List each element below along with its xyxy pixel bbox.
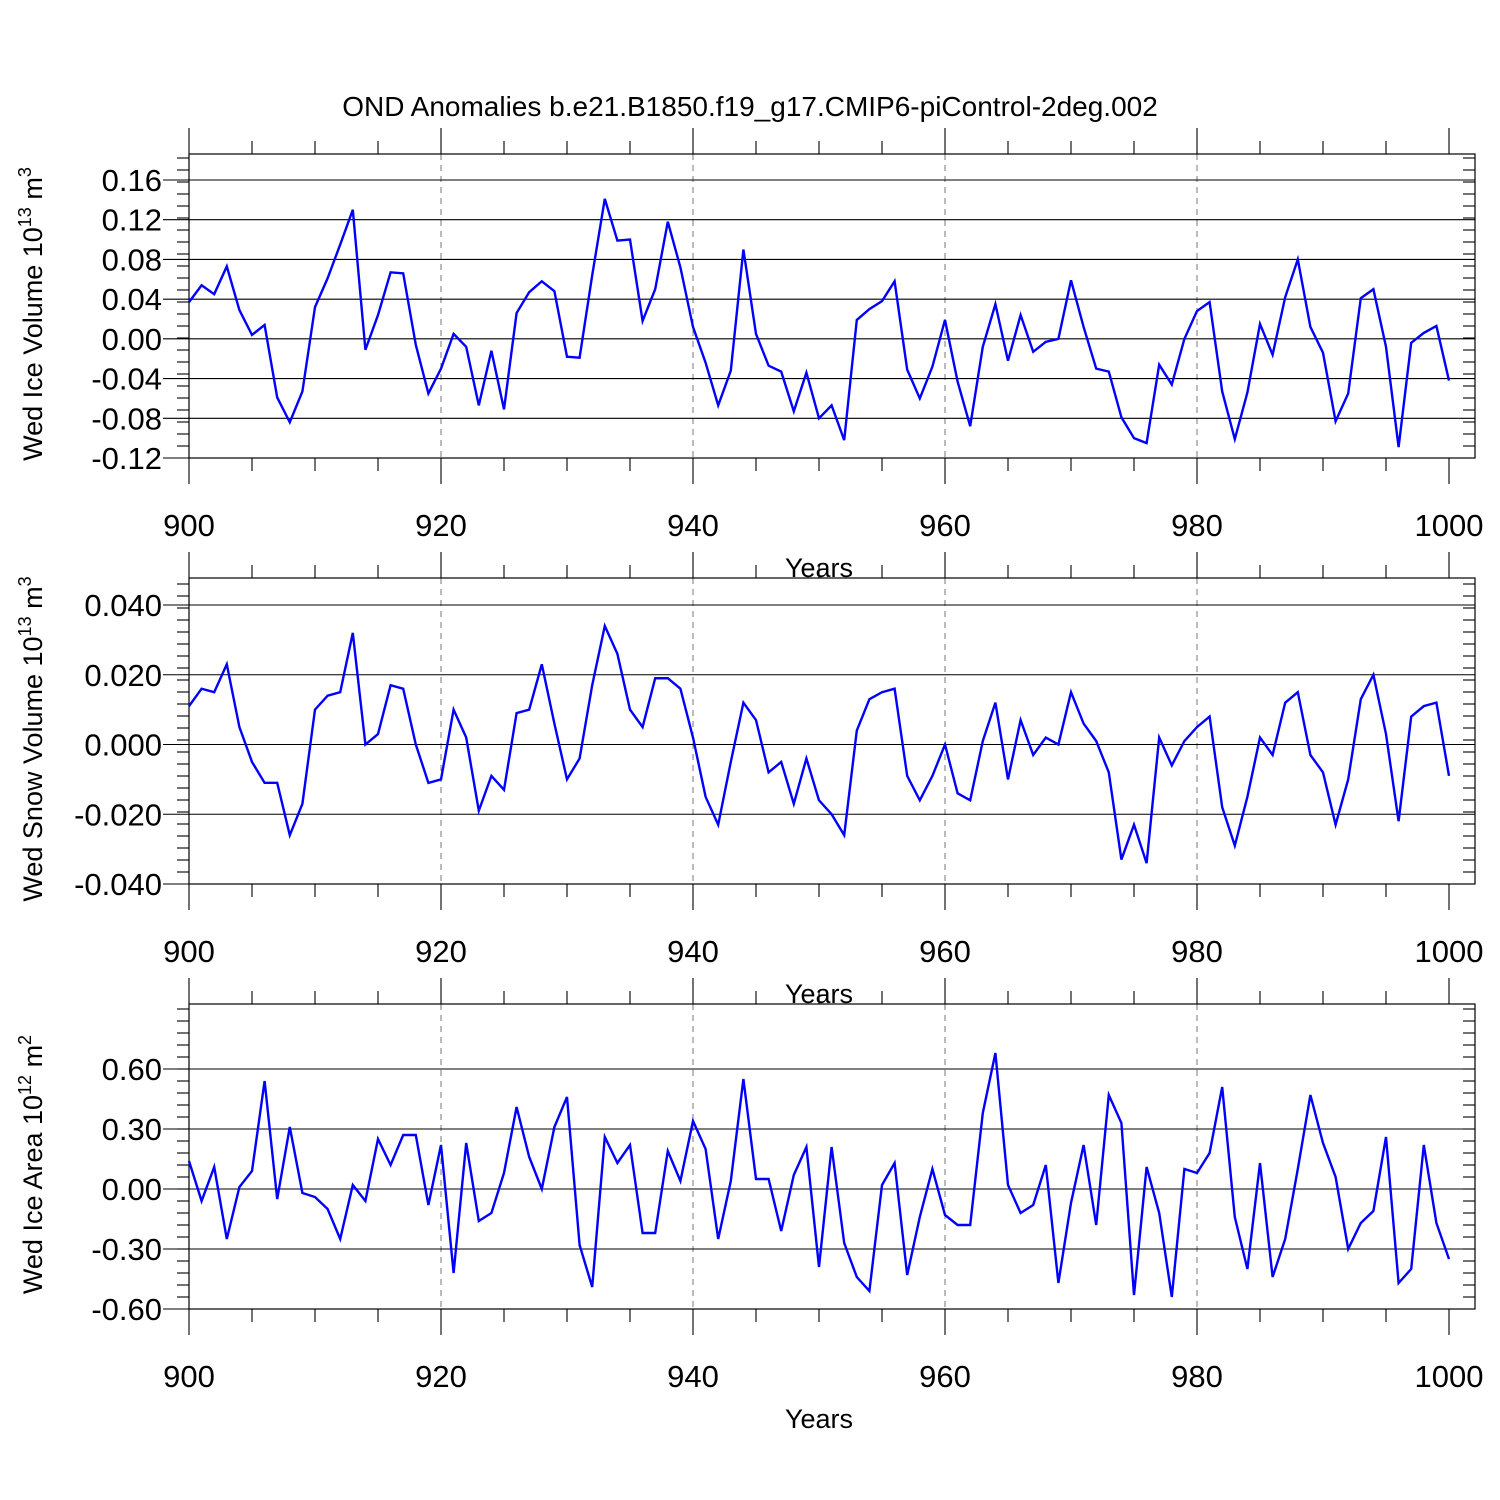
y-axis-title-superscript: 3 (15, 167, 35, 177)
x-tick-label: 1000 (1415, 1359, 1484, 1394)
x-tick-label: 960 (919, 934, 971, 969)
y-axis-title-part: m (18, 177, 48, 207)
x-tick-label: 980 (1171, 934, 1223, 969)
x-tick-label: 1000 (1415, 508, 1484, 543)
y-tick-label: 0.04 (102, 282, 162, 317)
y-tick-label: -0.040 (74, 867, 162, 902)
y-tick-label: 0.000 (84, 728, 162, 763)
x-tick-label: 920 (415, 1359, 467, 1394)
x-tick-label: 920 (415, 934, 467, 969)
x-axis-title: Years (785, 1404, 853, 1434)
series-line (187, 1052, 1451, 1298)
x-tick-label: 1000 (1415, 934, 1484, 969)
y-tick-label: -0.12 (91, 441, 162, 476)
y-tick-label: -0.08 (91, 401, 162, 436)
x-tick-label: 900 (163, 508, 215, 543)
y-axis-title-part: Wed Ice Volume 10 (18, 227, 48, 461)
y-axis-title-superscript: 2 (15, 1035, 35, 1045)
y-axis-title: Wed Ice Volume 1013 m3 (15, 167, 48, 461)
x-tick-label: 940 (667, 508, 719, 543)
x-tick-label: 980 (1171, 1359, 1223, 1394)
y-axis-title-part: m (18, 586, 48, 616)
y-axis-title-superscript: 13 (15, 616, 35, 636)
y-axis-title-part: m (18, 1045, 48, 1075)
figure-title: OND Anomalies b.e21.B1850.f19_g17.CMIP6-… (342, 91, 1158, 122)
x-tick-label: 940 (667, 934, 719, 969)
plot-frame (188, 577, 1476, 885)
y-axis-title-part: Wed Ice Area 10 (18, 1095, 48, 1294)
x-tick-label: 900 (163, 934, 215, 969)
y-tick-label: -0.020 (74, 797, 162, 832)
y-tick-label: 0.12 (102, 203, 162, 238)
y-axis-title: Wed Snow Volume 1013 m3 (15, 576, 48, 901)
y-tick-label: 0.60 (102, 1052, 162, 1087)
y-tick-label: 0.020 (84, 658, 162, 693)
y-tick-label: 0.30 (102, 1112, 162, 1147)
y-tick-label: 0.040 (84, 588, 162, 623)
y-tick-label: -0.04 (91, 362, 162, 397)
y-tick-label: -0.60 (91, 1292, 162, 1327)
y-axis-title-superscript: 13 (15, 207, 35, 227)
y-tick-label: 0.00 (102, 322, 162, 357)
x-tick-label: 960 (919, 1359, 971, 1394)
y-axis-title: Wed Ice Area 1012 m2 (15, 1035, 48, 1294)
series-line (188, 622, 1451, 864)
x-tick-label: 980 (1171, 508, 1223, 543)
y-axis-title-superscript: 12 (15, 1075, 35, 1095)
series-line (188, 198, 1451, 448)
x-tick-label: 940 (667, 1359, 719, 1394)
y-tick-label: 0.00 (102, 1172, 162, 1207)
y-tick-label: -0.30 (91, 1232, 162, 1267)
x-tick-label: 960 (919, 508, 971, 543)
y-tick-label: 0.16 (102, 163, 162, 198)
x-tick-label: 920 (415, 508, 467, 543)
y-axis-title-superscript: 3 (15, 576, 35, 586)
y-axis-title-part: Wed Snow Volume 10 (18, 636, 48, 901)
y-tick-label: 0.08 (102, 242, 162, 277)
x-tick-label: 900 (163, 1359, 215, 1394)
